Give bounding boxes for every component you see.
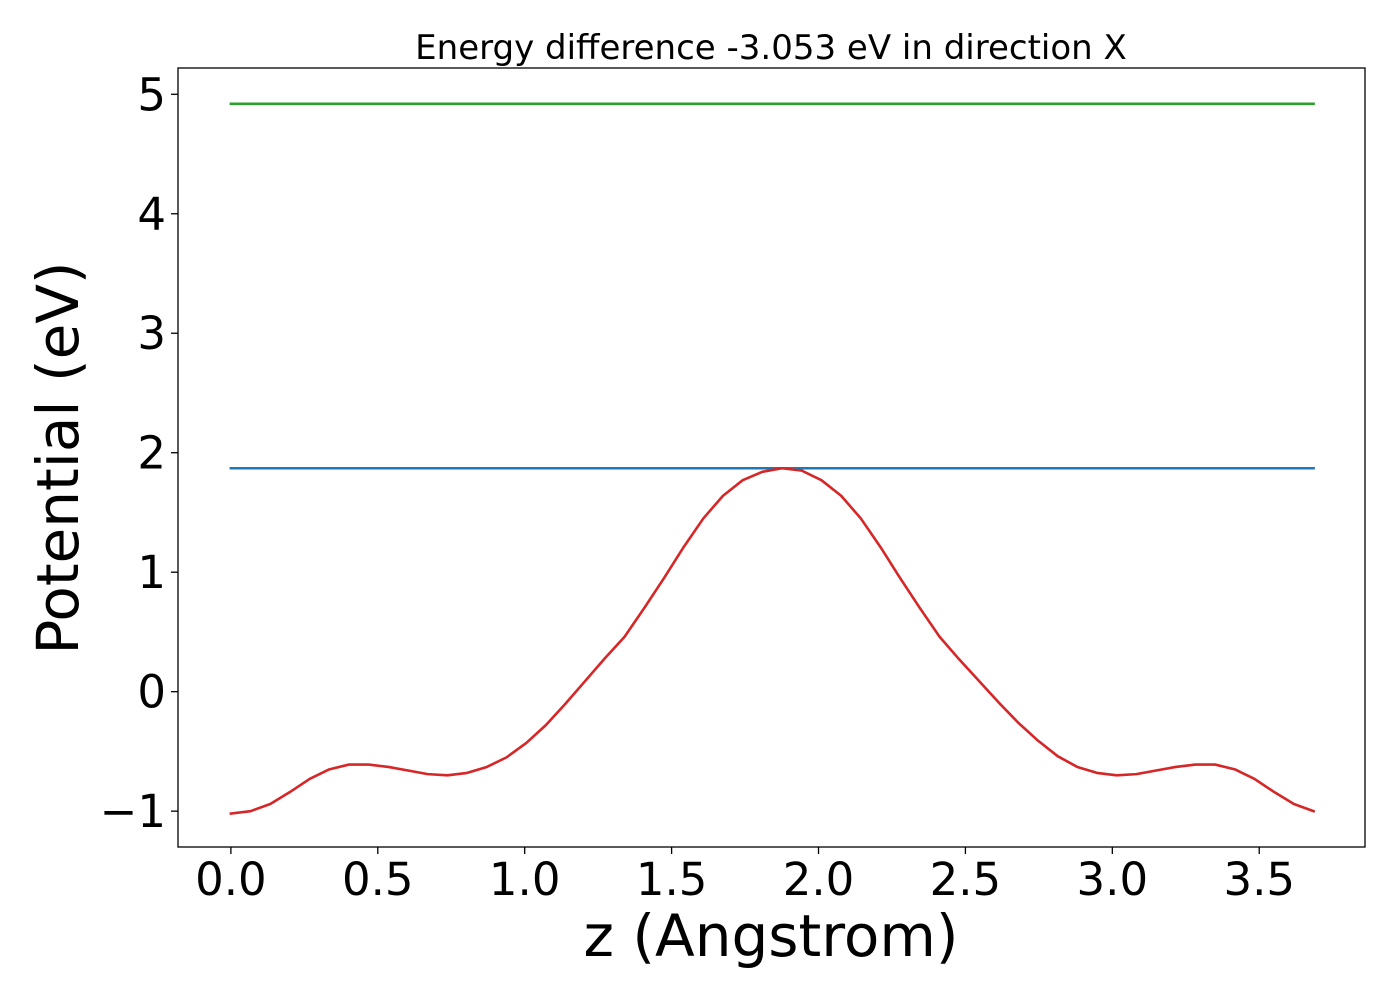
y-tick-label: 5 bbox=[137, 68, 166, 121]
y-tick-label: 0 bbox=[137, 666, 166, 719]
chart-title: Energy difference -3.053 eV in direction… bbox=[415, 28, 1127, 68]
y-tick-label: 1 bbox=[137, 546, 166, 599]
y-axis-ticks: −1 0 1 2 3 4 5 bbox=[100, 68, 178, 838]
plot-area bbox=[177, 67, 1366, 848]
y-tick-label: 3 bbox=[137, 307, 166, 360]
x-tick-label: 0.0 bbox=[195, 853, 267, 906]
x-tick-label: 3.5 bbox=[1223, 853, 1295, 906]
x-tick-label: 0.5 bbox=[342, 853, 414, 906]
series-layer bbox=[229, 102, 1316, 815]
x-tick-label: 2.5 bbox=[930, 853, 1002, 906]
y-tick-label: −1 bbox=[100, 785, 166, 838]
x-tick-label: 3.0 bbox=[1077, 853, 1149, 906]
x-tick-label: 2.0 bbox=[783, 853, 855, 906]
series-line-2 bbox=[229, 466, 1316, 815]
x-axis-ticks: 0.0 0.5 1.0 1.5 2.0 2.5 3.0 3.5 bbox=[195, 847, 1295, 906]
x-tick-label: 1.5 bbox=[636, 853, 708, 906]
x-tick-label: 1.0 bbox=[489, 853, 561, 906]
x-axis-label: z (Angstrom) bbox=[584, 902, 959, 970]
y-tick-label: 2 bbox=[137, 427, 166, 480]
y-axis-label: Potential (eV) bbox=[24, 261, 92, 654]
y-tick-label: 4 bbox=[137, 188, 166, 241]
